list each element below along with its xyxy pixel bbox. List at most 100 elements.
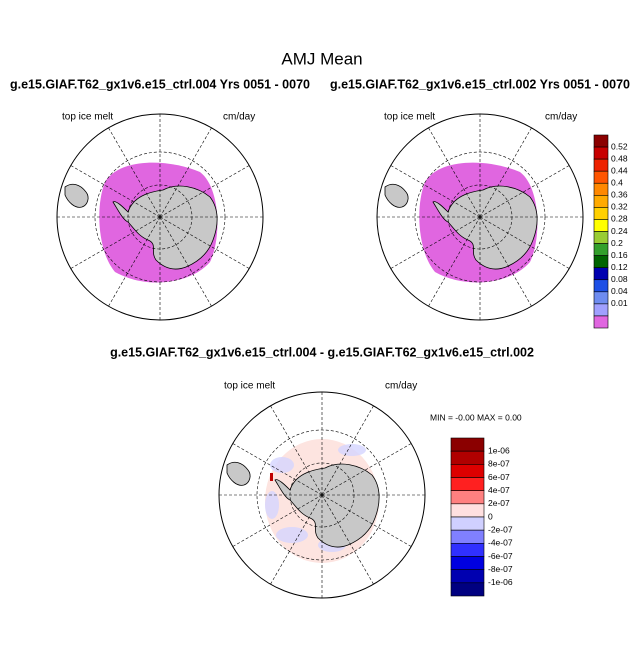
colorbar-box (593, 170, 609, 184)
colorbar-label: 0.16 (611, 250, 628, 260)
colorbar-label: -2e-07 (488, 524, 513, 534)
colorbar-label: 0.04 (611, 286, 628, 296)
meridian (321, 494, 412, 547)
map-border (376, 113, 584, 321)
panel-title: g.e15.GIAF.T62_gx1v6.e15_ctrl.004 - g.e1… (110, 345, 534, 359)
panel-label: top ice melt (224, 381, 275, 392)
meridian (159, 165, 250, 218)
meridian (108, 127, 161, 218)
meridian (70, 165, 161, 218)
colorbar-box (450, 450, 485, 465)
meridian (479, 216, 532, 307)
meridian (479, 127, 532, 218)
meridian (232, 494, 323, 547)
meridian (428, 216, 481, 307)
meridian (390, 165, 481, 218)
meridian (321, 443, 412, 496)
colorbar-box (450, 437, 485, 452)
figure-title: AMJ Mean (281, 49, 362, 68)
meridian (70, 216, 161, 269)
parallel (256, 429, 388, 561)
colorbar-label: 4e-07 (488, 485, 510, 495)
meridian (270, 405, 323, 496)
colorbar-label: -8e-07 (488, 564, 513, 574)
colorbar-box (450, 529, 485, 544)
map-border (218, 391, 426, 599)
difference-field (276, 527, 308, 543)
colorbar-box (593, 267, 609, 281)
panel-unit: cm/day (545, 112, 577, 123)
colorbar-label: -4e-07 (488, 538, 513, 548)
south-america (64, 183, 89, 208)
difference-field (270, 457, 294, 473)
meridian (428, 127, 481, 218)
colorbar-label: 0.4 (611, 178, 623, 188)
panel-title: g.e15.GIAF.T62_gx1v6.e15_ctrl.002 Yrs 00… (330, 77, 630, 91)
colorbar-box (593, 219, 609, 232)
colorbar-box (450, 464, 485, 478)
colorbar-label: 0.12 (611, 262, 628, 272)
colorbar-label: 0.44 (611, 165, 628, 175)
meridian (321, 405, 374, 496)
colorbar-label: 2e-07 (488, 498, 510, 508)
panel-stats: MIN = -0.00 MAX = 0.00 (430, 412, 522, 422)
parallel (94, 151, 226, 283)
polar-map (218, 391, 426, 599)
colorbar-box (593, 207, 609, 220)
colorbar-box (593, 315, 609, 329)
colorbar-box (593, 303, 609, 317)
colorbar-label: 0.48 (611, 153, 628, 163)
colorbar-label: 0 (488, 511, 493, 521)
parallel (289, 462, 355, 528)
colorbar-label: 0.01 (611, 298, 628, 308)
colorbar-box (593, 231, 609, 244)
polar-map (56, 113, 264, 321)
colorbar-label: -1e-06 (488, 577, 513, 587)
colorbar-label: 1e-06 (488, 445, 510, 455)
colorbar-box (450, 503, 485, 518)
south-america (384, 183, 409, 208)
colorbar-label: 0.24 (611, 226, 628, 236)
colorbar-label: 0.08 (611, 274, 628, 284)
colorbar-box (450, 516, 485, 531)
colorbar-box (450, 569, 485, 584)
difference-field (338, 444, 366, 456)
colorbar-label: 6e-07 (488, 472, 510, 482)
colorbar-box (450, 582, 485, 597)
panel-label: top ice melt (384, 112, 435, 123)
panel-unit: cm/day (385, 381, 417, 392)
colorbar-label: 0.36 (611, 190, 628, 200)
parallel (127, 184, 193, 250)
meridian (390, 216, 481, 269)
meridian (159, 216, 250, 269)
parallel (414, 151, 546, 283)
colorbar-label: 0.28 (611, 214, 628, 224)
colorbar-label: -6e-07 (488, 551, 513, 561)
colorbar-box (450, 490, 485, 505)
meridian (159, 216, 212, 307)
colorbar-box (593, 146, 609, 160)
meridian (321, 494, 374, 585)
south-america (226, 461, 251, 486)
colorbars: 0.52 0.48 0.44 0.4 0.36 0.32 0.28 0.24 0.2 0.16 0.… (450, 134, 628, 597)
colorbar-box (450, 556, 485, 570)
colorbar-box (593, 255, 609, 268)
parallel (447, 184, 513, 250)
meridian (479, 165, 570, 218)
colorbar-label: 0.32 (611, 202, 628, 212)
map-border (56, 113, 264, 321)
maps (56, 113, 584, 599)
difference-field (270, 473, 273, 481)
colorbar-box (593, 158, 609, 172)
colorbar-box (593, 195, 609, 208)
colorbar-box (593, 182, 609, 196)
colorbar-box (593, 134, 609, 148)
meridian (479, 216, 570, 269)
colorbar-box (593, 291, 609, 305)
colorbar-box (593, 279, 609, 293)
meridian (159, 127, 212, 218)
polar-map (376, 113, 584, 321)
meridian (108, 216, 161, 307)
colorbar-box (450, 543, 485, 557)
